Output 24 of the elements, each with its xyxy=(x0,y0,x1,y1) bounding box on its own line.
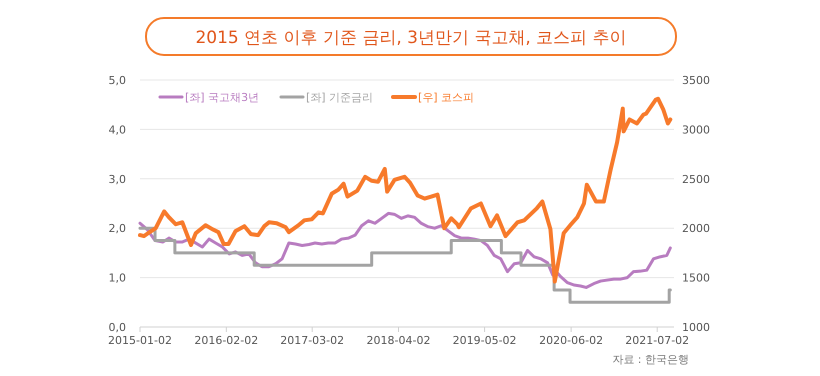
x-tick-label: 2021-07-02 xyxy=(625,334,690,347)
y2-tick-label: 3500 xyxy=(682,74,710,87)
legend-label: [좌] 기준금리 xyxy=(306,91,374,104)
y-tick-label: 5,0 xyxy=(108,74,126,87)
y-tick-label: 3,0 xyxy=(108,172,126,186)
y2-tick-label: 1000 xyxy=(682,321,710,334)
x-tick-label: 2019-05-02 xyxy=(452,334,517,347)
chart-title: 2015 연초 이후 기준 금리, 3년만기 국고채, 코스피 추이 xyxy=(195,28,627,48)
x-tick-label: 2020-06-02 xyxy=(539,334,604,347)
x-tick-label: 2018-04-02 xyxy=(366,334,430,347)
y-tick-label: 4,0 xyxy=(108,123,126,136)
legend-label: [우] 코스피 xyxy=(418,91,474,104)
x-tick-label: 2016-02-02 xyxy=(194,334,258,347)
y2-tick-label: 3000 xyxy=(682,123,710,136)
x-tick-label: 2015-01-02 xyxy=(108,334,172,347)
text: 자료 : 한국은행 xyxy=(612,353,689,366)
y2-tick-label: 2500 xyxy=(682,172,710,186)
legend-label: [좌] 국고채3년 xyxy=(185,91,260,104)
y-tick-label: 0,0 xyxy=(108,321,126,334)
y-tick-label: 2,0 xyxy=(108,222,126,236)
y2-tick-label: 2000 xyxy=(682,222,710,236)
y2-tick-label: 1500 xyxy=(682,272,710,285)
y-tick-label: 1,0 xyxy=(108,272,126,285)
x-tick-label: 2017-03-02 xyxy=(280,334,344,347)
